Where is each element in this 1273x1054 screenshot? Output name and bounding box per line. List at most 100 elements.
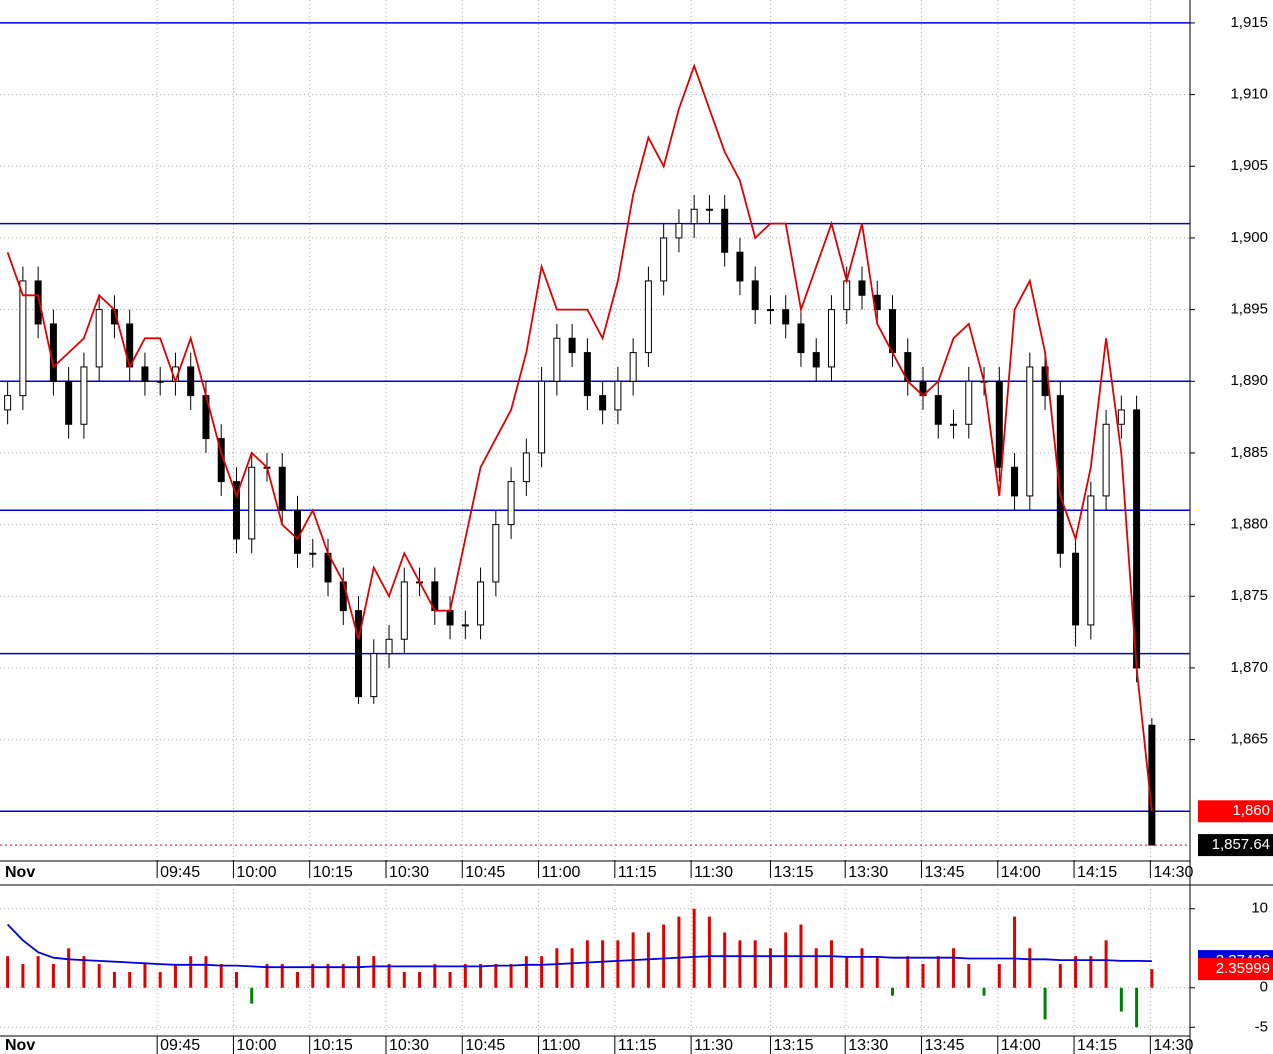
y-tick-label: 1,885 xyxy=(1230,444,1268,461)
y-tick-label: 1,875 xyxy=(1230,587,1268,604)
candle-body xyxy=(797,323,805,354)
y-tick-label: -5 xyxy=(1255,1018,1268,1035)
x-tick-label: 09:45 xyxy=(160,864,200,881)
candle-body xyxy=(675,223,683,239)
histogram-bar xyxy=(677,916,681,988)
histogram-bar xyxy=(250,987,254,1004)
histogram-bar xyxy=(997,964,1001,988)
candle-body xyxy=(248,466,256,540)
candle-body xyxy=(309,552,317,555)
histogram-bar xyxy=(967,964,971,988)
candle-body xyxy=(95,309,103,368)
x-tick-label: 10:00 xyxy=(236,864,276,881)
candle-body xyxy=(827,309,835,368)
line-series xyxy=(6,923,1152,969)
candle-body xyxy=(766,309,774,312)
x-tick-label: 11:15 xyxy=(618,864,657,881)
histogram-bar xyxy=(189,956,193,988)
candle-body xyxy=(889,309,896,354)
histogram-bar xyxy=(128,971,132,988)
histogram-bar xyxy=(692,908,696,988)
histogram-bar xyxy=(402,971,406,988)
y-tick-label: 1,865 xyxy=(1230,731,1268,748)
candle-body xyxy=(721,208,729,253)
histogram-bar xyxy=(1028,948,1032,988)
histogram-bar xyxy=(1058,964,1062,988)
candle-body xyxy=(934,395,942,425)
candle-body xyxy=(1087,495,1095,626)
histogram-bar xyxy=(1104,940,1108,988)
histogram-bar xyxy=(234,971,238,988)
price-label-box xyxy=(1198,800,1273,823)
histogram-bar xyxy=(357,956,361,988)
y-tick-label: 1,870 xyxy=(1230,659,1268,676)
histogram-bar xyxy=(738,940,742,988)
candle-body xyxy=(19,280,27,397)
histogram-bar xyxy=(860,948,864,988)
histogram-bar xyxy=(570,948,574,988)
x-tick-label: 11:30 xyxy=(694,1037,733,1054)
histogram-bar xyxy=(219,964,223,988)
histogram-bar xyxy=(372,956,376,988)
candle-body xyxy=(812,352,820,368)
candle-body xyxy=(660,237,668,282)
candle-body xyxy=(858,280,866,296)
candle-body xyxy=(782,309,790,325)
candle-body xyxy=(294,509,301,554)
x-tick-label: 10:00 xyxy=(236,1037,276,1054)
candle-body xyxy=(141,366,149,382)
candle-body xyxy=(690,208,698,225)
y-tick-label: 10 xyxy=(1251,900,1268,917)
candle-body xyxy=(1011,466,1019,497)
candle-body xyxy=(843,280,851,311)
price-label: 2.35999 xyxy=(1216,960,1270,977)
candle-body xyxy=(1026,366,1034,497)
histogram-bar xyxy=(921,964,925,988)
histogram-bar xyxy=(540,956,544,988)
histogram-bar xyxy=(616,940,620,988)
candle-body xyxy=(599,395,607,411)
histogram-bar xyxy=(723,932,727,988)
histogram-bar xyxy=(97,964,101,988)
x-tick-label: 13:30 xyxy=(848,864,888,881)
candle-body xyxy=(385,638,393,655)
candle-body xyxy=(644,280,652,354)
x-tick-label: 10:45 xyxy=(465,1037,505,1054)
histogram-bar xyxy=(1074,956,1078,988)
histogram-bar xyxy=(829,940,833,988)
candle-body xyxy=(156,380,164,383)
histogram-bar xyxy=(6,956,10,988)
candle-body xyxy=(507,481,515,526)
x-tick-label: 10:45 xyxy=(465,864,505,881)
histogram-bar xyxy=(1043,987,1047,1020)
candle-body xyxy=(370,653,378,698)
x-tick-label: 14:30 xyxy=(1153,864,1193,881)
candle-body xyxy=(950,423,958,426)
histogram-bar xyxy=(601,940,605,988)
x-tick-label: 10:30 xyxy=(389,864,429,881)
candle-body xyxy=(1117,409,1125,425)
histogram-bar xyxy=(265,964,269,988)
histogram-bar xyxy=(463,964,467,988)
histogram-bar xyxy=(524,956,528,988)
histogram-bar xyxy=(494,964,498,988)
histogram-bar xyxy=(814,948,818,988)
x-tick-label: 13:45 xyxy=(924,864,964,881)
histogram-bar xyxy=(875,956,879,988)
histogram-bar xyxy=(768,948,772,988)
histogram-bar xyxy=(296,971,299,988)
histogram-bar xyxy=(36,956,40,988)
price-label: 1,860 xyxy=(1232,802,1270,819)
y-tick-label: 1,900 xyxy=(1230,229,1268,246)
candle-body xyxy=(538,380,546,454)
histogram-bar xyxy=(707,916,711,988)
x-tick-label: 13:15 xyxy=(773,864,813,881)
x-tick-label: 11:00 xyxy=(542,1037,581,1054)
histogram-bar xyxy=(585,940,589,988)
x-tick-label: 10:30 xyxy=(389,1037,429,1054)
candle-body xyxy=(355,610,363,698)
candle-body xyxy=(492,524,500,583)
histogram-bar xyxy=(112,971,116,988)
